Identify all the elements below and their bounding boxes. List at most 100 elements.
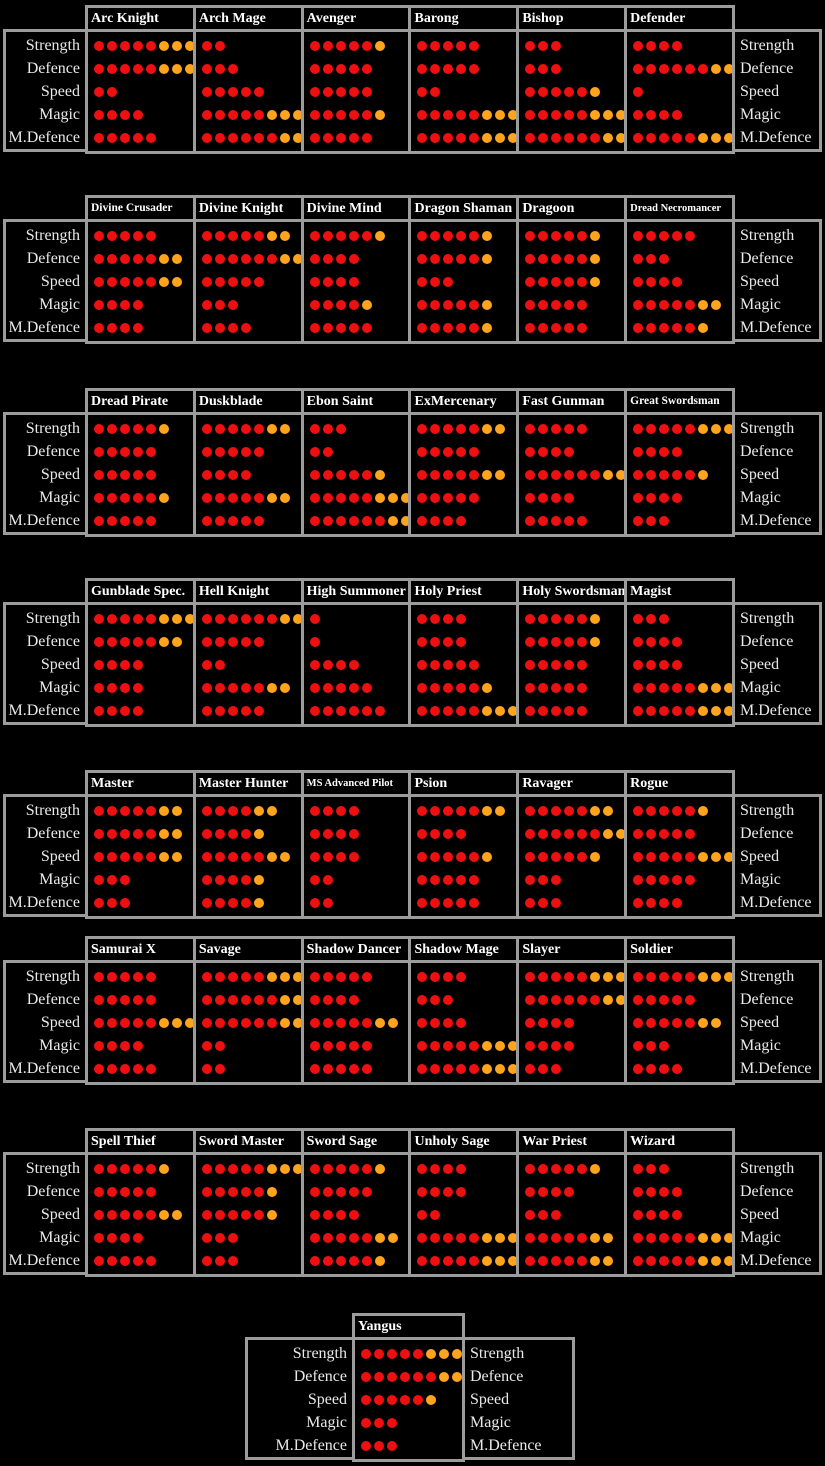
class-stat-dots [88,32,195,151]
stat-dot-bonus [495,705,506,716]
stat-label-speed: Speed [40,1014,80,1031]
stat-dot-base [133,253,143,264]
dot-row-magic [519,103,627,126]
class-name: Dread Pirate [88,391,193,415]
stat-dot-bonus [172,805,182,816]
stat-dot-base [214,132,225,143]
stat-dot-base [322,276,333,287]
stat-dot-base [525,828,536,839]
class-name: MS Advanced Pilot [303,773,409,797]
dot-row-speed [411,463,516,486]
stat-dot-base [659,1209,670,1220]
dot-row-defence [196,630,301,653]
stat-dot-base [94,1209,104,1220]
stat-dot-base [201,828,212,839]
stat-dot-base [443,469,454,480]
class-tables-row: Divine Crusader Divine Knight Divine Mind D… [85,195,735,344]
stat-dot-base [322,1209,333,1220]
dot-row-magic [627,293,732,316]
stat-dot-base [133,1186,143,1197]
stat-dot-base [525,1186,536,1197]
stat-dot-base [551,276,562,287]
stat-dot-base [417,446,428,457]
stat-dot-base [633,63,644,74]
stat-dot-base [133,805,143,816]
stat-dot-base [685,299,696,310]
stat-label-defence: Defence [26,633,80,650]
dot-row-speed [355,1388,462,1411]
stat-dot-bonus [482,1040,493,1051]
stat-dot-base [107,682,117,693]
dot-row-defence [304,822,409,845]
stat-dot-base [240,132,251,143]
stat-dot-bonus [482,253,493,264]
stat-dot-base [214,469,225,480]
stat-dot-base [456,322,467,333]
dot-row-magic [519,486,624,509]
stat-label-strength: Strength [740,802,795,819]
stat-dot-base [577,109,588,120]
stat-label-speed: Speed [40,83,80,100]
stat-dot-base [253,492,264,503]
stat-dot-base [685,1017,696,1028]
stat-dot-bonus [266,805,277,816]
stat-dot-base [564,1163,575,1174]
stat-dot-base [538,636,549,647]
stat-label-m-defence: M.Defence [8,702,80,719]
stat-dot-base [469,109,480,120]
class-stat-dots [304,32,409,151]
dot-row-magic [88,868,193,891]
stat-dot-base [525,897,536,908]
stat-dot-base [214,828,225,839]
stat-dot-base [685,322,696,333]
stat-dot-base [348,1186,359,1197]
stat-dot-base [633,86,644,97]
class-table-shadow-mage: Shadow Mage [408,936,520,1085]
stat-dot-base [430,805,441,816]
stat-dot-base [646,1255,657,1266]
stat-dot-bonus [279,230,290,241]
class-table-dread-pirate: Dread Pirate [85,388,196,537]
stat-dot-base [309,1163,320,1174]
stat-dot-base [322,1232,333,1243]
stat-dot-base [94,1040,104,1051]
class-tables-row: Yangus [352,1313,475,1462]
stat-dot-base [525,851,536,862]
stat-dot-base [456,1186,467,1197]
dot-row-speed [88,463,193,486]
stat-dot-base [133,446,143,457]
stat-dot-base [107,253,117,264]
class-name: Master Hunter [195,773,301,797]
stat-dot-base [646,1017,657,1028]
stat-dot-base [240,1017,251,1028]
stat-dot-base [322,469,333,480]
stat-dot-base [120,1232,130,1243]
stat-dot-base [348,492,359,503]
stat-dot-base [120,828,130,839]
class-table-dragoon: Dragoon [516,195,628,344]
dot-row-speed [304,653,409,676]
dot-row-strength [627,417,748,440]
stat-dot-base [430,994,441,1005]
stat-dot-base [646,253,657,264]
dot-row-strength [88,799,193,822]
stat-dot-base [538,828,549,839]
stat-dot-base [564,971,575,982]
stat-dot-base [525,40,536,51]
stat-dot-base [672,851,683,862]
dot-row-defence [304,247,409,270]
stat-dot-base [577,994,588,1005]
stat-dot-bonus [439,1371,449,1382]
dot-row-defence [304,988,409,1011]
stat-dot-base [94,322,104,333]
stat-dot-bonus [508,1232,519,1243]
dot-row-m-defence [196,316,301,339]
stat-dot-bonus [292,1163,303,1174]
stat-dot-base [309,446,320,457]
class-table-defender: Defender [624,5,761,154]
stat-dot-base [430,636,441,647]
stat-dot-base [564,492,575,503]
stat-dot-base [240,994,251,1005]
dot-row-strength [627,34,732,57]
stat-dot-base [443,805,454,816]
